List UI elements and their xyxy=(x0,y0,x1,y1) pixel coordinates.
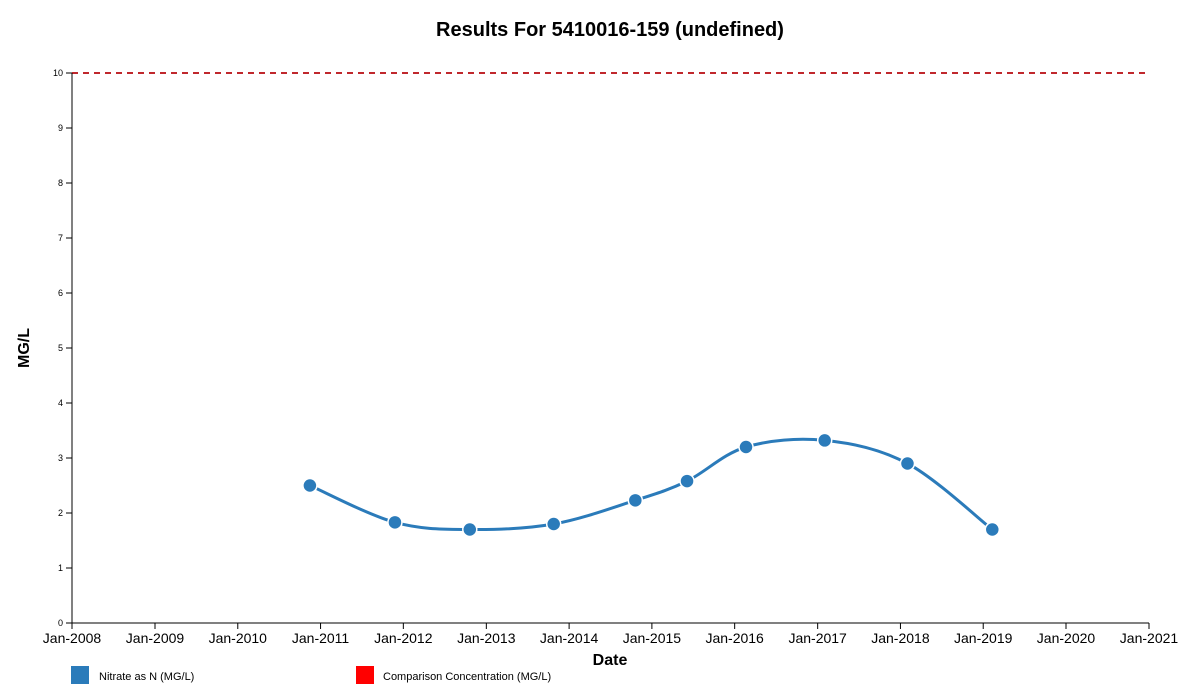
x-tick-label: Jan-2020 xyxy=(1037,630,1096,646)
x-tick-label: Jan-2016 xyxy=(705,630,764,646)
x-tick-label: Jan-2021 xyxy=(1120,630,1179,646)
y-tick-label: 0 xyxy=(58,618,63,628)
y-tick-label: 2 xyxy=(58,508,63,518)
nitrate-data-point xyxy=(302,477,318,494)
y-tick-label: 1 xyxy=(58,563,63,573)
x-tick-label: Jan-2010 xyxy=(209,630,268,646)
y-axis-label: MG/L xyxy=(16,328,33,368)
y-tick-label: 8 xyxy=(58,178,63,188)
nitrate-data-point xyxy=(984,521,1001,538)
legend-label-comparison: Comparison Concentration (MG/L) xyxy=(383,671,551,683)
legend: Nitrate as N (MG/L) Comparison Concentra… xyxy=(71,666,551,684)
y-tick-label: 9 xyxy=(58,123,63,133)
x-tick-label: Jan-2008 xyxy=(43,630,102,646)
x-tick-label: Jan-2011 xyxy=(292,630,350,646)
data-points xyxy=(302,432,1001,538)
y-tick-label: 4 xyxy=(58,398,63,408)
y-tick-label: 6 xyxy=(58,288,63,298)
y-tick-label: 3 xyxy=(58,453,63,463)
y-tick-label: 5 xyxy=(58,343,63,353)
nitrate-series-line xyxy=(309,437,994,532)
y-tick-label: 10 xyxy=(53,68,63,78)
chart-title: Results For 5410016-159 (undefined) xyxy=(436,19,784,41)
nitrate-data-point xyxy=(627,492,644,509)
x-tick-label: Jan-2017 xyxy=(788,630,847,646)
nitrate-data-point xyxy=(679,473,695,489)
nitrate-data-point xyxy=(462,521,478,538)
x-tick-label: Jan-2009 xyxy=(126,630,185,646)
x-tick-label: Jan-2015 xyxy=(623,630,682,646)
axes: Jan-2008 Jan-2009 Jan-2010 Jan-2011 Jan-2012… xyxy=(43,68,1179,646)
x-tick-label: Jan-2013 xyxy=(457,630,516,646)
nitrate-data-point xyxy=(545,516,562,532)
x-tick-label: Jan-2012 xyxy=(374,630,433,646)
series-line-layer xyxy=(309,437,994,532)
x-axis-label: Date xyxy=(593,652,628,669)
legend-label-nitrate: Nitrate as N (MG/L) xyxy=(99,671,194,683)
nitrate-data-point xyxy=(816,432,833,449)
nitrate-data-point xyxy=(899,455,916,472)
nitrate-data-point xyxy=(387,514,403,531)
legend-swatch-comparison xyxy=(356,666,374,684)
nitrate-data-point xyxy=(738,439,754,455)
legend-swatch-nitrate xyxy=(71,666,89,684)
x-tick-label: Jan-2014 xyxy=(540,630,599,646)
x-tick-label: Jan-2018 xyxy=(871,630,930,646)
x-tick-label: Jan-2019 xyxy=(954,630,1013,646)
y-tick-label: 7 xyxy=(58,233,63,243)
